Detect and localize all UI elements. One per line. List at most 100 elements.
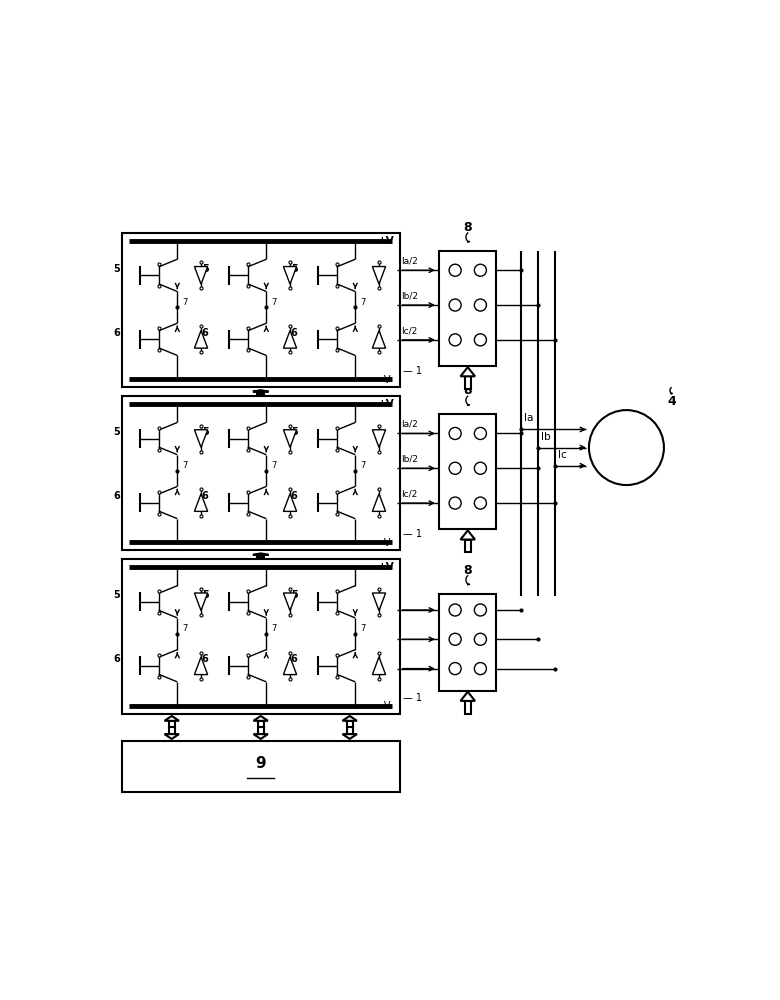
Bar — [257, 392, 264, 394]
Circle shape — [474, 299, 487, 311]
Circle shape — [474, 497, 487, 509]
Text: Ic/2: Ic/2 — [402, 326, 418, 335]
Text: — 1: — 1 — [402, 366, 422, 376]
Polygon shape — [283, 494, 296, 511]
Text: 7: 7 — [271, 624, 277, 633]
Polygon shape — [194, 494, 207, 511]
Text: 6: 6 — [202, 328, 208, 338]
Text: 4: 4 — [667, 395, 675, 408]
Text: 7: 7 — [360, 624, 366, 633]
Polygon shape — [165, 716, 179, 721]
Text: Ib: Ib — [541, 432, 550, 442]
Text: 5: 5 — [113, 264, 119, 274]
Text: 6: 6 — [113, 328, 119, 338]
Text: -V: -V — [381, 701, 391, 711]
Text: 6: 6 — [202, 654, 208, 664]
Text: 7: 7 — [183, 624, 188, 633]
Polygon shape — [194, 267, 207, 284]
Circle shape — [449, 604, 461, 616]
Text: 9: 9 — [255, 756, 266, 771]
Text: 8: 8 — [463, 221, 472, 234]
Text: 6: 6 — [291, 491, 298, 501]
Text: 8: 8 — [463, 564, 472, 577]
Bar — [122, 559, 399, 714]
Polygon shape — [372, 430, 385, 447]
Bar — [168, 727, 175, 734]
Text: 5: 5 — [113, 427, 119, 437]
Text: — 1: — 1 — [402, 693, 422, 703]
Polygon shape — [460, 367, 475, 376]
Polygon shape — [342, 716, 357, 721]
Polygon shape — [372, 494, 385, 511]
Bar — [465, 540, 471, 552]
Bar — [122, 396, 399, 550]
Circle shape — [474, 462, 487, 474]
Circle shape — [449, 497, 461, 509]
Polygon shape — [253, 553, 268, 555]
Circle shape — [449, 462, 461, 474]
Text: 7: 7 — [360, 461, 366, 470]
Text: 5: 5 — [202, 264, 208, 274]
Polygon shape — [283, 331, 296, 348]
Text: +V: +V — [378, 399, 395, 409]
Circle shape — [589, 410, 664, 485]
Text: 5: 5 — [291, 264, 298, 274]
Text: 5: 5 — [291, 590, 298, 600]
Polygon shape — [253, 390, 268, 392]
Circle shape — [474, 334, 487, 346]
Text: 7: 7 — [271, 298, 277, 307]
Circle shape — [449, 264, 461, 276]
Text: 7: 7 — [183, 298, 188, 307]
Text: +V: +V — [378, 236, 395, 246]
Text: 5: 5 — [291, 427, 298, 437]
Text: 6: 6 — [291, 654, 298, 664]
Text: 6: 6 — [291, 328, 298, 338]
Text: Ib/2: Ib/2 — [402, 454, 419, 463]
Polygon shape — [165, 734, 179, 739]
Polygon shape — [460, 692, 475, 701]
Text: 5: 5 — [113, 590, 119, 600]
Polygon shape — [254, 716, 268, 721]
Bar — [257, 555, 264, 557]
Bar — [465, 701, 471, 714]
Bar — [346, 721, 353, 727]
Polygon shape — [372, 331, 385, 348]
Polygon shape — [342, 734, 357, 739]
Text: Ib/2: Ib/2 — [402, 291, 419, 300]
Circle shape — [474, 264, 487, 276]
Polygon shape — [460, 530, 475, 540]
Bar — [439, 251, 496, 366]
Text: Ia/2: Ia/2 — [402, 256, 418, 265]
Bar — [168, 721, 175, 727]
Polygon shape — [372, 593, 385, 611]
Text: 7: 7 — [271, 461, 277, 470]
Text: 5: 5 — [202, 590, 208, 600]
Bar — [257, 721, 264, 727]
Circle shape — [474, 633, 487, 645]
Polygon shape — [254, 734, 268, 739]
Text: -V: -V — [381, 375, 391, 385]
Polygon shape — [283, 267, 296, 284]
Bar — [439, 594, 496, 691]
Circle shape — [449, 334, 461, 346]
Text: Ia/2: Ia/2 — [402, 420, 418, 429]
Polygon shape — [194, 331, 207, 348]
Circle shape — [474, 663, 487, 675]
Text: -V: -V — [381, 538, 391, 548]
Bar — [346, 727, 353, 734]
Circle shape — [474, 604, 487, 616]
Circle shape — [449, 427, 461, 439]
Text: Ic/2: Ic/2 — [402, 489, 418, 498]
Circle shape — [449, 633, 461, 645]
Polygon shape — [194, 593, 207, 611]
Text: 7: 7 — [183, 461, 188, 470]
Text: 7: 7 — [360, 298, 366, 307]
Text: 6: 6 — [202, 491, 208, 501]
Text: 8: 8 — [463, 384, 472, 397]
Circle shape — [474, 427, 487, 439]
Polygon shape — [194, 430, 207, 447]
Text: Ia: Ia — [523, 413, 533, 423]
Bar — [122, 233, 399, 387]
Bar — [439, 414, 496, 529]
Bar — [465, 376, 471, 389]
